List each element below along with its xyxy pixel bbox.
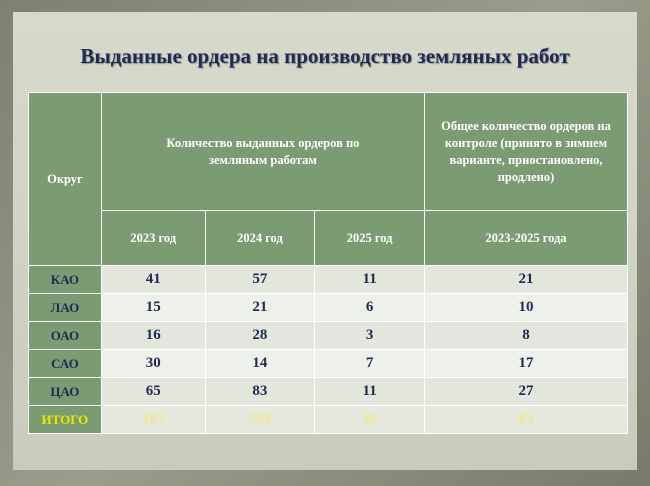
cell-value: 203 (204, 405, 316, 434)
cell-value: 167 (100, 405, 206, 434)
cell-value: 7 (314, 349, 425, 378)
table-row: ИТОГО 167 203 38 83 (28, 405, 628, 434)
cell-value: 28 (204, 321, 316, 350)
table-row: САО 30 14 7 17 (28, 349, 628, 378)
cell-value: 38 (314, 405, 425, 434)
header-issued: Количество выданных ордеров по земляным … (100, 92, 426, 211)
row-label: САО (28, 349, 102, 378)
row-label: ОАО (28, 321, 102, 350)
cell-value: 41 (100, 265, 206, 294)
table-row: КАО 41 57 11 21 (28, 265, 628, 294)
cell-value: 8 (424, 321, 628, 350)
header-year: 2023-2025 года (424, 210, 628, 266)
cell-value: 21 (204, 293, 316, 322)
cell-value: 14 (204, 349, 316, 378)
row-label: ЦАО (28, 377, 102, 406)
cell-value: 65 (100, 377, 206, 406)
cell-value: 11 (314, 377, 425, 406)
cell-value: 15 (100, 293, 206, 322)
cell-value: 17 (424, 349, 628, 378)
cell-value: 27 (424, 377, 628, 406)
table-row: ОАО 16 28 3 8 (28, 321, 628, 350)
cell-value: 83 (424, 405, 628, 434)
orders-table: Округ Количество выданных ордеров по зем… (28, 92, 628, 434)
row-label: ИТОГО (28, 405, 102, 434)
row-label: ЛАО (28, 293, 102, 322)
header-year: 2025 год (314, 210, 425, 266)
header-year: 2024 год (204, 210, 316, 266)
cell-value: 83 (204, 377, 316, 406)
cell-value: 57 (204, 265, 316, 294)
table-row: ЛАО 15 21 6 10 (28, 293, 628, 322)
header-district: Округ (28, 92, 102, 266)
cell-value: 6 (314, 293, 425, 322)
row-label: КАО (28, 265, 102, 294)
slide-title: Выданные ордера на производство земляных… (80, 44, 570, 68)
cell-value: 30 (100, 349, 206, 378)
table-row: ЦАО 65 83 11 27 (28, 377, 628, 406)
cell-value: 3 (314, 321, 425, 350)
cell-value: 10 (424, 293, 628, 322)
cell-value: 11 (314, 265, 425, 294)
cell-value: 16 (100, 321, 206, 350)
header-control: Общее количество ордеров на контроле (пр… (424, 92, 628, 211)
cell-value: 21 (424, 265, 628, 294)
header-year: 2023 год (100, 210, 206, 266)
